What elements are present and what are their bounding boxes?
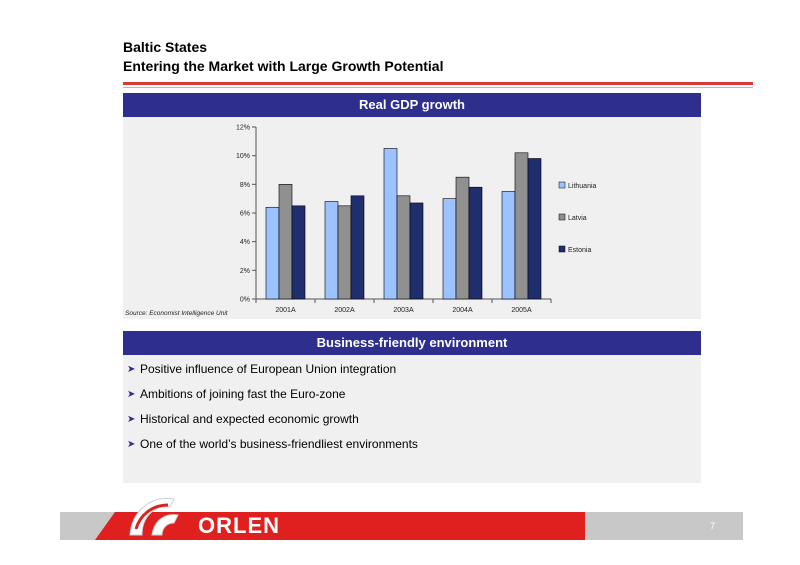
y-tick-label: 2% [240, 268, 250, 275]
x-tick-label: 2001A [275, 307, 296, 314]
arrow-bullet-icon: ➤ [127, 439, 136, 450]
business-panel: Business-friendly environment ➤ Positive … [123, 331, 701, 483]
arrow-bullet-icon: ➤ [127, 389, 136, 400]
footer-red-slant [95, 512, 115, 540]
legend-swatch [558, 213, 566, 221]
bar [442, 198, 457, 300]
x-tick-label: 2003A [393, 307, 414, 314]
gdp-panel-title: Real GDP growth [123, 93, 701, 117]
slide-title-line2: Entering the Market with Large Growth Po… [123, 58, 444, 74]
bar [291, 205, 306, 300]
bullet-list: ➤ Positive influence of European Union in… [123, 355, 701, 462]
legend-swatch [558, 181, 566, 189]
y-tick-label: 0% [240, 297, 250, 304]
title-divider [123, 82, 753, 85]
bar [527, 158, 542, 300]
arrow-bullet-icon: ➤ [127, 364, 136, 375]
y-tick-label: 8% [240, 182, 250, 189]
bar [396, 195, 411, 300]
x-tick-label: 2002A [334, 307, 355, 314]
bar [455, 176, 470, 300]
bullet-text: Historical and expected economic growth [140, 412, 359, 426]
bar [278, 184, 293, 300]
legend-label: Latvia [568, 215, 587, 222]
legend-swatch [558, 245, 566, 253]
orlen-eagle-logo-icon [129, 497, 179, 536]
bullet-text: One of the world’s business-friendliest … [140, 437, 418, 451]
bullet-item: ➤ Positive influence of European Union in… [127, 362, 701, 387]
y-tick-label: 10% [236, 153, 250, 160]
bullet-text: Positive influence of European Union int… [140, 362, 397, 376]
legend-label: Estonia [568, 247, 591, 254]
bullet-item: ➤ Historical and expected economic growth [127, 412, 701, 437]
bar [350, 195, 365, 300]
title-divider-thin [123, 87, 753, 88]
footer-red-band [115, 512, 585, 540]
bullet-item: ➤ One of the world’s business-friendliest… [127, 437, 701, 462]
bar [337, 205, 352, 300]
bar [324, 201, 339, 300]
y-tick-label: 4% [240, 239, 250, 246]
chart-source: Source: Economist Intelligence Unit [125, 310, 228, 317]
bar [409, 202, 424, 300]
x-tick-label: 2005A [511, 307, 532, 314]
page-number: 7 [710, 521, 716, 531]
bullet-text: Ambitions of joining fast the Euro-zone [140, 387, 346, 401]
gdp-panel: Real GDP growth 0% 2% 4% 6% 8% 10% 12% 2001A 200… [123, 93, 701, 319]
business-panel-title: Business-friendly environment [123, 331, 701, 355]
bar [265, 206, 280, 300]
y-tick-label: 12% [236, 125, 250, 132]
gdp-chart: 0% 2% 4% 6% 8% 10% 12% 2001A 2002A 2003A 2004A 2005… [236, 125, 597, 315]
bar [514, 152, 529, 300]
bar [501, 191, 516, 300]
x-tick-label: 2004A [452, 307, 473, 314]
bar [383, 148, 398, 300]
legend-label: Lithuania [568, 183, 597, 190]
y-tick-label: 6% [240, 211, 250, 218]
slide-title: Baltic States Entering the Market with L… [123, 38, 723, 76]
bullet-item: ➤ Ambitions of joining fast the Euro-zone [127, 387, 701, 412]
footer-brand: ORLEN [198, 513, 280, 538]
arrow-bullet-icon: ➤ [127, 414, 136, 425]
bar [468, 186, 483, 300]
slide-title-line1: Baltic States [123, 39, 208, 55]
